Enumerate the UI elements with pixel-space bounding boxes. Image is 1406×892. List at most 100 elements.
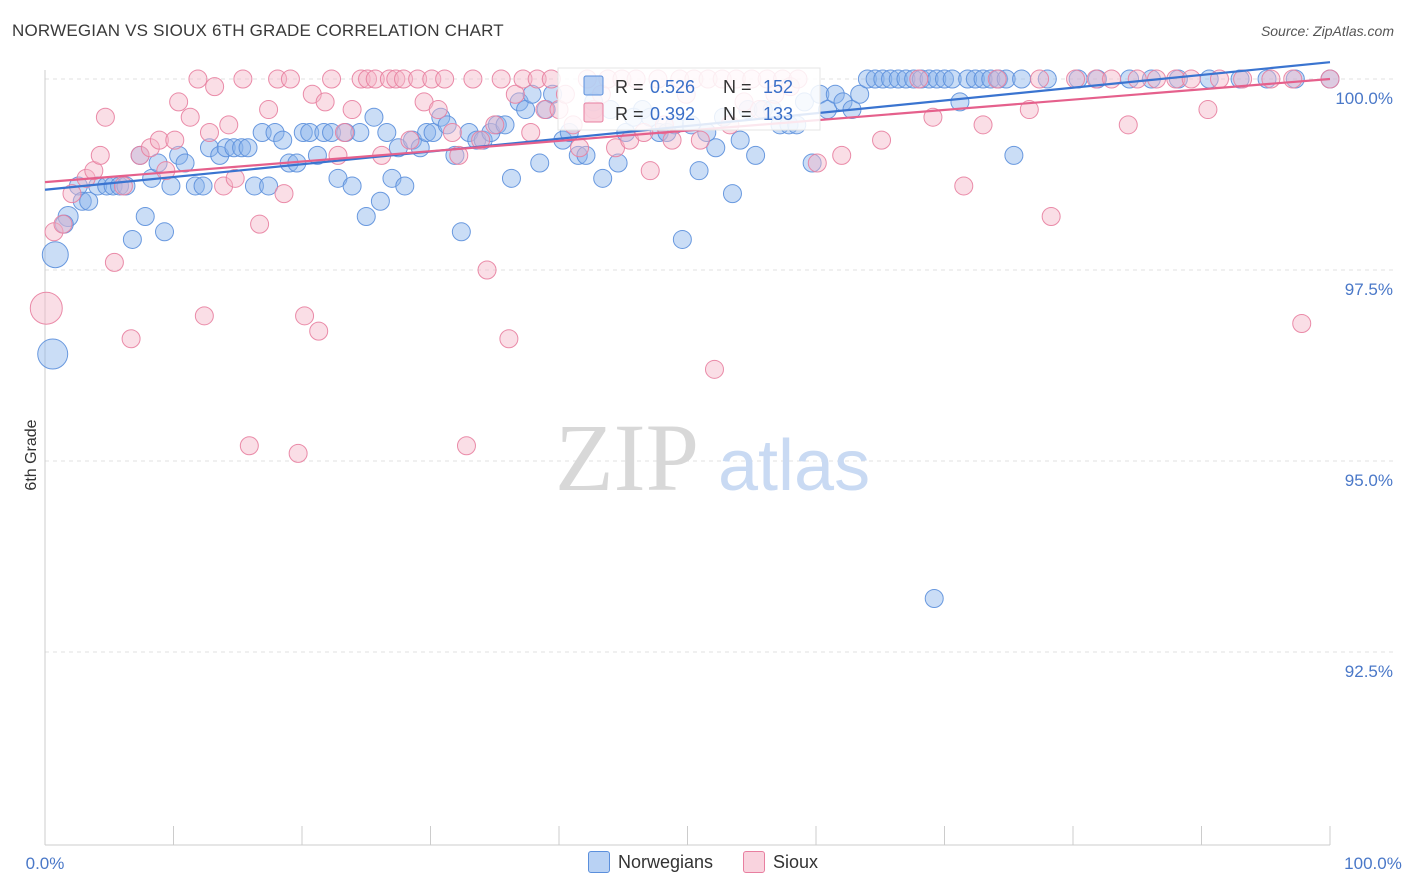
legend-item-sioux[interactable]: Sioux bbox=[743, 851, 818, 873]
data-point[interactable] bbox=[662, 130, 682, 150]
data-point[interactable] bbox=[322, 69, 342, 89]
data-point[interactable] bbox=[90, 145, 110, 165]
data-point[interactable] bbox=[872, 130, 892, 150]
data-point[interactable] bbox=[568, 145, 588, 165]
data-point[interactable] bbox=[224, 138, 244, 158]
data-point[interactable] bbox=[377, 122, 397, 142]
data-point[interactable] bbox=[41, 241, 69, 269]
data-point[interactable] bbox=[593, 168, 613, 188]
data-point[interactable] bbox=[689, 161, 709, 181]
data-point[interactable] bbox=[1030, 69, 1050, 89]
data-point[interactable] bbox=[225, 168, 245, 188]
data-point[interactable] bbox=[280, 69, 300, 89]
data-point[interactable] bbox=[1012, 69, 1032, 89]
data-point[interactable] bbox=[909, 69, 929, 89]
data-point[interactable] bbox=[881, 69, 901, 89]
data-point[interactable] bbox=[987, 69, 1007, 89]
data-point[interactable] bbox=[309, 321, 329, 341]
data-point[interactable] bbox=[522, 84, 542, 104]
data-point[interactable] bbox=[802, 153, 822, 173]
data-point[interactable] bbox=[449, 145, 469, 165]
data-point[interactable] bbox=[395, 176, 415, 196]
data-point[interactable] bbox=[274, 184, 294, 204]
data-point[interactable] bbox=[288, 443, 308, 463]
data-point[interactable] bbox=[608, 153, 628, 173]
data-point[interactable] bbox=[690, 130, 710, 150]
data-point[interactable] bbox=[451, 222, 471, 242]
data-point[interactable] bbox=[1283, 69, 1303, 89]
data-point[interactable] bbox=[746, 145, 766, 165]
data-point[interactable] bbox=[169, 92, 189, 112]
data-point[interactable] bbox=[1019, 100, 1039, 120]
data-point[interactable] bbox=[79, 191, 99, 211]
data-point[interactable] bbox=[180, 107, 200, 127]
data-point[interactable] bbox=[214, 176, 234, 196]
data-point[interactable] bbox=[53, 214, 73, 234]
data-point[interactable] bbox=[973, 115, 993, 135]
data-point[interactable] bbox=[379, 69, 399, 89]
data-point[interactable] bbox=[72, 191, 92, 211]
data-point[interactable] bbox=[265, 122, 285, 142]
data-point[interactable] bbox=[135, 207, 155, 227]
data-point[interactable] bbox=[185, 176, 205, 196]
data-point[interactable] bbox=[219, 115, 239, 135]
data-point[interactable] bbox=[428, 100, 448, 120]
data-point[interactable] bbox=[807, 153, 827, 173]
data-point[interactable] bbox=[485, 115, 505, 135]
data-point[interactable] bbox=[417, 122, 437, 142]
data-point[interactable] bbox=[37, 338, 69, 370]
data-point[interactable] bbox=[704, 359, 724, 379]
data-point[interactable] bbox=[314, 122, 334, 142]
data-point[interactable] bbox=[169, 145, 189, 165]
data-point[interactable] bbox=[365, 69, 385, 89]
data-point[interactable] bbox=[155, 222, 175, 242]
data-point[interactable] bbox=[193, 176, 213, 196]
data-point[interactable] bbox=[122, 229, 142, 249]
data-point[interactable] bbox=[570, 138, 590, 158]
data-point[interactable] bbox=[958, 69, 978, 89]
data-point[interactable] bbox=[29, 291, 63, 325]
data-point[interactable] bbox=[188, 69, 208, 89]
data-point[interactable] bbox=[521, 122, 541, 142]
data-point[interactable] bbox=[295, 306, 315, 326]
data-point[interactable] bbox=[435, 69, 455, 89]
data-point[interactable] bbox=[394, 69, 414, 89]
data-point[interactable] bbox=[888, 69, 908, 89]
data-point[interactable] bbox=[400, 130, 420, 150]
data-point[interactable] bbox=[722, 184, 742, 204]
data-point[interactable] bbox=[1004, 145, 1024, 165]
data-point[interactable] bbox=[672, 229, 692, 249]
data-point[interactable] bbox=[501, 168, 521, 188]
data-point[interactable] bbox=[315, 92, 335, 112]
data-point[interactable] bbox=[442, 122, 462, 142]
data-point[interactable] bbox=[865, 69, 885, 89]
data-point[interactable] bbox=[300, 122, 320, 142]
data-point[interactable] bbox=[1127, 69, 1147, 89]
data-point[interactable] bbox=[513, 69, 533, 89]
data-point[interactable] bbox=[259, 100, 279, 120]
data-point[interactable] bbox=[640, 161, 660, 181]
data-point[interactable] bbox=[923, 107, 943, 127]
data-point[interactable] bbox=[259, 176, 279, 196]
data-point[interactable] bbox=[706, 138, 726, 158]
data-point[interactable] bbox=[730, 130, 750, 150]
data-point[interactable] bbox=[530, 153, 550, 173]
data-point[interactable] bbox=[358, 69, 378, 89]
data-point[interactable] bbox=[351, 69, 371, 89]
data-point[interactable] bbox=[873, 69, 893, 89]
data-point[interactable] bbox=[350, 122, 370, 142]
data-point[interactable] bbox=[463, 69, 483, 89]
data-point[interactable] bbox=[175, 153, 195, 173]
data-point[interactable] bbox=[199, 138, 219, 158]
data-point[interactable] bbox=[1292, 313, 1312, 333]
data-point[interactable] bbox=[981, 69, 1001, 89]
legend-item-norwegians[interactable]: Norwegians bbox=[587, 851, 713, 873]
data-point[interactable] bbox=[935, 69, 954, 89]
data-point[interactable] bbox=[850, 84, 870, 104]
data-point[interactable] bbox=[491, 69, 511, 89]
data-point[interactable] bbox=[334, 122, 354, 142]
data-point[interactable] bbox=[130, 145, 150, 165]
data-point[interactable] bbox=[954, 176, 974, 196]
data-point[interactable] bbox=[832, 145, 852, 165]
data-point[interactable] bbox=[233, 69, 253, 89]
